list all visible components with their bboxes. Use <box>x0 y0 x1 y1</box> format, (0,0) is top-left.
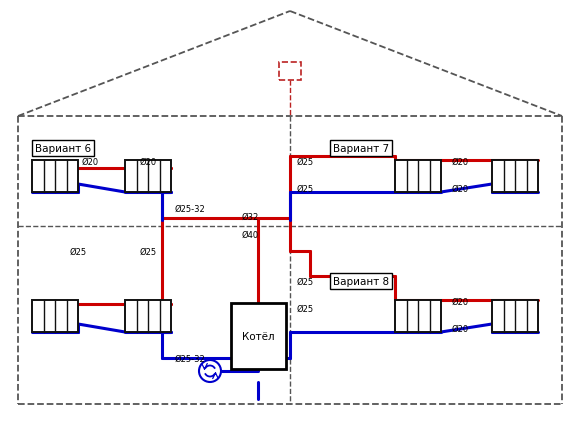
Text: Ø25-32: Ø25-32 <box>175 354 205 363</box>
Text: Вариант 8: Вариант 8 <box>333 276 389 286</box>
Bar <box>32 300 78 332</box>
Bar <box>395 300 441 332</box>
Text: Ø32: Ø32 <box>241 212 259 221</box>
Text: Ø25: Ø25 <box>296 157 314 166</box>
Text: Ø20: Ø20 <box>451 297 469 306</box>
Text: Ø25-32: Ø25-32 <box>175 204 205 213</box>
Bar <box>395 161 441 193</box>
Text: Ø20: Ø20 <box>139 157 157 166</box>
Text: Ø25: Ø25 <box>139 247 157 256</box>
Bar <box>230 303 285 369</box>
Bar <box>492 161 538 193</box>
Bar <box>279 63 301 81</box>
Text: Ø25: Ø25 <box>70 247 86 256</box>
Bar <box>125 161 171 193</box>
Text: Вариант 7: Вариант 7 <box>333 144 389 154</box>
Text: Ø20: Ø20 <box>451 157 469 166</box>
Text: Ø20: Ø20 <box>81 157 99 166</box>
Text: Вариант 6: Вариант 6 <box>35 144 91 154</box>
Text: Котёл: Котёл <box>242 331 274 341</box>
Bar <box>492 300 538 332</box>
Text: Ø20: Ø20 <box>451 184 469 193</box>
Text: Ø25: Ø25 <box>296 277 314 286</box>
Bar <box>32 161 78 193</box>
Text: Ø40: Ø40 <box>241 230 259 239</box>
Bar <box>125 300 171 332</box>
Text: Ø25: Ø25 <box>296 304 314 313</box>
Text: Ø20: Ø20 <box>451 324 469 333</box>
Text: Ø25: Ø25 <box>296 184 314 193</box>
